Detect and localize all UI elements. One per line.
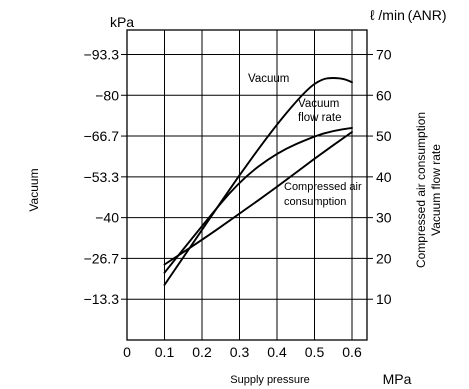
annotation-compressed-air-2: consumption bbox=[284, 196, 346, 208]
x-tick-label: 0.3 bbox=[230, 344, 250, 360]
series-lines bbox=[163, 77, 353, 286]
right-axis-title-2: Vacuum flow rate bbox=[429, 144, 443, 236]
annotation-flow-rate-1: Vacuum bbox=[298, 98, 339, 110]
left-unit-label: kPa bbox=[110, 14, 134, 30]
left-tick-label: −26.7 bbox=[84, 250, 120, 266]
annotation-flow-rate-2: flow rate bbox=[298, 112, 341, 124]
series-line-vacuum-flow-rate bbox=[163, 126, 353, 274]
left-tick-label: −93.3 bbox=[84, 46, 120, 62]
x-axis-unit: MPa bbox=[383, 371, 412, 387]
right-tick-label: 30 bbox=[376, 210, 392, 226]
x-axis-title: Supply pressure bbox=[230, 374, 310, 386]
plot-frame bbox=[126, 29, 368, 341]
right-axis-title-1: Compressed air consumption bbox=[414, 112, 428, 268]
left-tick-label: −80 bbox=[95, 87, 119, 103]
right-tick-label: 10 bbox=[376, 291, 392, 307]
x-tick-label: 0.1 bbox=[155, 344, 175, 360]
right-unit-label: ℓ /min (ANR) bbox=[370, 7, 447, 23]
x-tick-label: 0.4 bbox=[267, 344, 287, 360]
right-tick-label: 60 bbox=[376, 87, 392, 103]
left-tick-label: −53.3 bbox=[84, 169, 120, 185]
right-tick-label: 50 bbox=[376, 128, 392, 144]
grid bbox=[126, 29, 368, 341]
x-tick-label: 0 bbox=[123, 344, 131, 360]
x-tick-label: 0.6 bbox=[342, 344, 362, 360]
annotation-vacuum: Vacuum bbox=[248, 73, 289, 85]
x-tick-label: 0.5 bbox=[305, 344, 325, 360]
left-tick-label: −13.3 bbox=[84, 291, 120, 307]
series-line-compressed-air-consumption bbox=[163, 131, 353, 266]
right-tick-label: 20 bbox=[376, 250, 392, 266]
right-tick-label: 40 bbox=[376, 169, 392, 185]
left-axis-title: Vacuum bbox=[27, 168, 41, 211]
x-tick-label: 0.2 bbox=[192, 344, 212, 360]
right-tick-label: 70 bbox=[376, 46, 392, 62]
axes: 0 0.1 0.2 0.3 0.4 0.5 0.6 −93.3 −80 −66.7 −53.3 −40… bbox=[84, 46, 392, 360]
left-tick-label: −40 bbox=[95, 210, 119, 226]
annotation-compressed-air-1: Compressed air bbox=[284, 181, 362, 193]
left-tick-label: −66.7 bbox=[84, 128, 120, 144]
